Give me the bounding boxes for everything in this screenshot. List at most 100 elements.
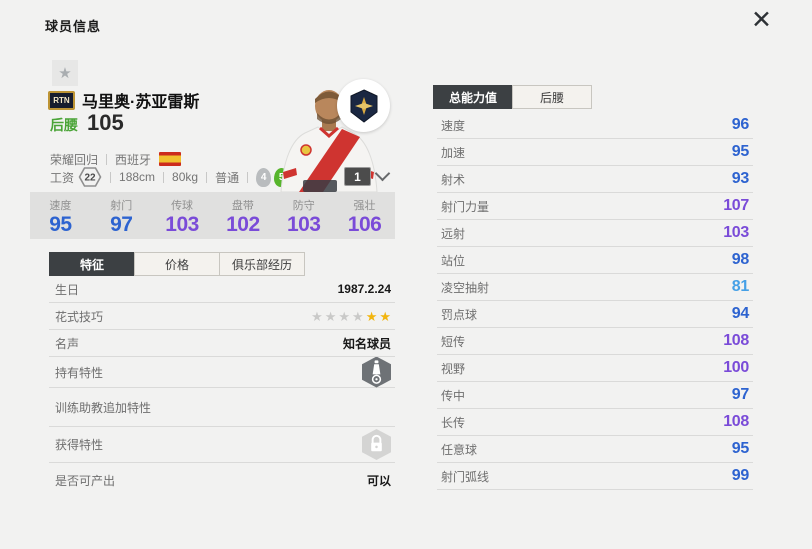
divider bbox=[247, 171, 249, 183]
origin-label: 荣耀回归 bbox=[50, 152, 99, 167]
right-tabs: 总能力值 后腰 bbox=[433, 85, 592, 109]
ability-row-value: 94 bbox=[731, 305, 750, 322]
left-tab[interactable]: 价格 bbox=[134, 252, 220, 276]
ability-row: 射术 93 bbox=[437, 166, 753, 193]
detail-row-label: 花式技巧 bbox=[55, 309, 104, 324]
detail-row: 生日 1987.2.24 bbox=[49, 276, 395, 303]
ability-row-label: 射门力量 bbox=[441, 199, 490, 214]
ability-row-value: 107 bbox=[723, 197, 749, 214]
summary-stat-value: 103 bbox=[165, 212, 199, 236]
gray-star-icon: ★ bbox=[311, 308, 323, 324]
ability-row: 任意球 95 bbox=[437, 436, 753, 463]
ability-row-label: 罚点球 bbox=[441, 307, 478, 322]
summary-stat-label: 速度 bbox=[49, 199, 72, 212]
salary-hexagon-icon: 22 bbox=[78, 167, 102, 187]
left-tabs: 特征 价格 俱乐部经历 bbox=[49, 252, 305, 276]
ability-row-label: 远射 bbox=[441, 226, 466, 241]
ability-row-value: 97 bbox=[731, 386, 750, 403]
spain-flag-icon bbox=[159, 152, 182, 166]
player-name-row: RTN 马里奥·苏亚雷斯 bbox=[48, 88, 199, 112]
ability-row-value: 96 bbox=[731, 116, 750, 133]
gray-star-icon: ★ bbox=[352, 308, 364, 324]
ability-row: 站位 98 bbox=[437, 247, 753, 274]
salary-group: 工资 22 bbox=[50, 166, 102, 188]
detail-row-value: ★ ★ ★ ★ ★ ★ bbox=[311, 310, 391, 323]
summary-stat-label: 传球 bbox=[171, 199, 194, 212]
summary-stat-label: 强壮 bbox=[353, 199, 376, 212]
ability-row-label: 短传 bbox=[441, 334, 466, 349]
summary-stat-value: 102 bbox=[226, 212, 260, 236]
ability-row-value: 108 bbox=[723, 332, 749, 349]
ability-row-value: 108 bbox=[723, 413, 749, 430]
right-tab[interactable]: 总能力值 bbox=[433, 85, 513, 109]
gold-star-icon: ★ bbox=[365, 308, 378, 324]
summary-stat: 强壮 106 bbox=[334, 192, 395, 239]
ability-row-value: 93 bbox=[731, 170, 750, 187]
left-tab[interactable]: 特征 bbox=[49, 252, 135, 276]
salary-value: 22 bbox=[84, 173, 96, 184]
summary-stat-label: 防守 bbox=[292, 199, 315, 212]
player-origin-row: 荣耀回归 西班牙 bbox=[50, 148, 182, 170]
lock-hexagon-icon bbox=[362, 429, 391, 460]
summary-stat-label: 射门 bbox=[110, 199, 133, 212]
ability-row: 传中 97 bbox=[437, 382, 753, 409]
ability-row: 视野 100 bbox=[437, 355, 753, 382]
gray-star-icon: ★ bbox=[324, 308, 337, 324]
gray-star-icon: ★ bbox=[338, 308, 351, 324]
card-level-selector[interactable]: 1 bbox=[344, 167, 371, 186]
detail-row-label: 名声 bbox=[55, 336, 80, 351]
detail-row: 训练助教追加特性 bbox=[49, 388, 395, 427]
summary-stats-band: 速度 95 射门 97 传球 103 盘带 102 防守 103 强壮 106 bbox=[30, 192, 395, 239]
divider bbox=[106, 153, 108, 165]
ability-row: 速度 96 bbox=[437, 112, 753, 139]
nationality-label: 西班牙 bbox=[115, 152, 152, 167]
detail-row: 是否可产出 可以 bbox=[49, 463, 395, 497]
summary-stat-value: 103 bbox=[286, 212, 321, 236]
player-overall: 105 bbox=[87, 110, 124, 135]
ability-table: 速度 96 加速 95 射术 93 射门力量 107 远射 103 站位 98 … bbox=[437, 112, 753, 490]
ability-row-value: 103 bbox=[723, 224, 749, 241]
ability-row-label: 速度 bbox=[441, 118, 466, 133]
ability-row-label: 凌空抽射 bbox=[441, 280, 490, 295]
ability-row-label: 站位 bbox=[441, 253, 466, 268]
height-value: 188cm bbox=[119, 170, 156, 184]
detail-row-label: 是否可产出 bbox=[55, 473, 116, 488]
ability-row-value: 95 bbox=[731, 143, 750, 160]
close-icon[interactable]: ✕ bbox=[751, 6, 772, 34]
ability-row: 加速 95 bbox=[437, 139, 753, 166]
summary-stat: 防守 103 bbox=[273, 192, 334, 239]
weight-value: 80kg bbox=[172, 170, 199, 184]
right-tab[interactable]: 后腰 bbox=[512, 85, 592, 109]
summary-stat-label: 盘带 bbox=[231, 199, 254, 212]
position-row: 后腰 105 bbox=[50, 112, 124, 135]
ability-row: 射门弧线 99 bbox=[437, 463, 753, 490]
summary-stat-value: 106 bbox=[347, 212, 382, 236]
detail-row-value: 知名球员 bbox=[342, 336, 391, 351]
favorite-star-button[interactable]: ★ bbox=[52, 60, 78, 86]
page-title: 球员信息 bbox=[45, 19, 102, 34]
divider bbox=[206, 171, 208, 183]
player-name: 马里奥·苏亚雷斯 bbox=[82, 94, 200, 111]
ability-row-label: 长传 bbox=[441, 415, 466, 430]
detail-row: 花式技巧 ★ ★ ★ ★ ★ ★ bbox=[49, 303, 395, 330]
left-tab[interactable]: 俱乐部经历 bbox=[219, 252, 305, 276]
detail-row-value bbox=[362, 429, 391, 460]
summary-stat: 传球 103 bbox=[152, 192, 213, 239]
summary-stat: 盘带 102 bbox=[212, 192, 273, 239]
detail-row-value: 1987.2.24 bbox=[337, 282, 391, 296]
ability-row: 凌空抽射 81 bbox=[437, 274, 753, 301]
salary-label: 工资 bbox=[50, 170, 75, 185]
trait-hexagon-icon[interactable] bbox=[362, 356, 391, 388]
ability-row: 长传 108 bbox=[437, 409, 753, 436]
detail-table: 生日 1987.2.24 花式技巧 ★ ★ ★ ★ ★ ★ 名声 知名球员 持有特性 训练… bbox=[49, 276, 395, 497]
body-type-value: 普通 bbox=[215, 170, 240, 185]
ability-row-label: 传中 bbox=[441, 388, 466, 403]
detail-row-value bbox=[362, 356, 391, 388]
ability-row-value: 98 bbox=[731, 251, 750, 268]
summary-stat: 射门 97 bbox=[91, 192, 152, 239]
ability-row-label: 加速 bbox=[441, 145, 466, 160]
ability-row: 短传 108 bbox=[437, 328, 753, 355]
player-position: 后腰 bbox=[50, 117, 78, 133]
detail-row-label: 获得特性 bbox=[55, 438, 104, 452]
